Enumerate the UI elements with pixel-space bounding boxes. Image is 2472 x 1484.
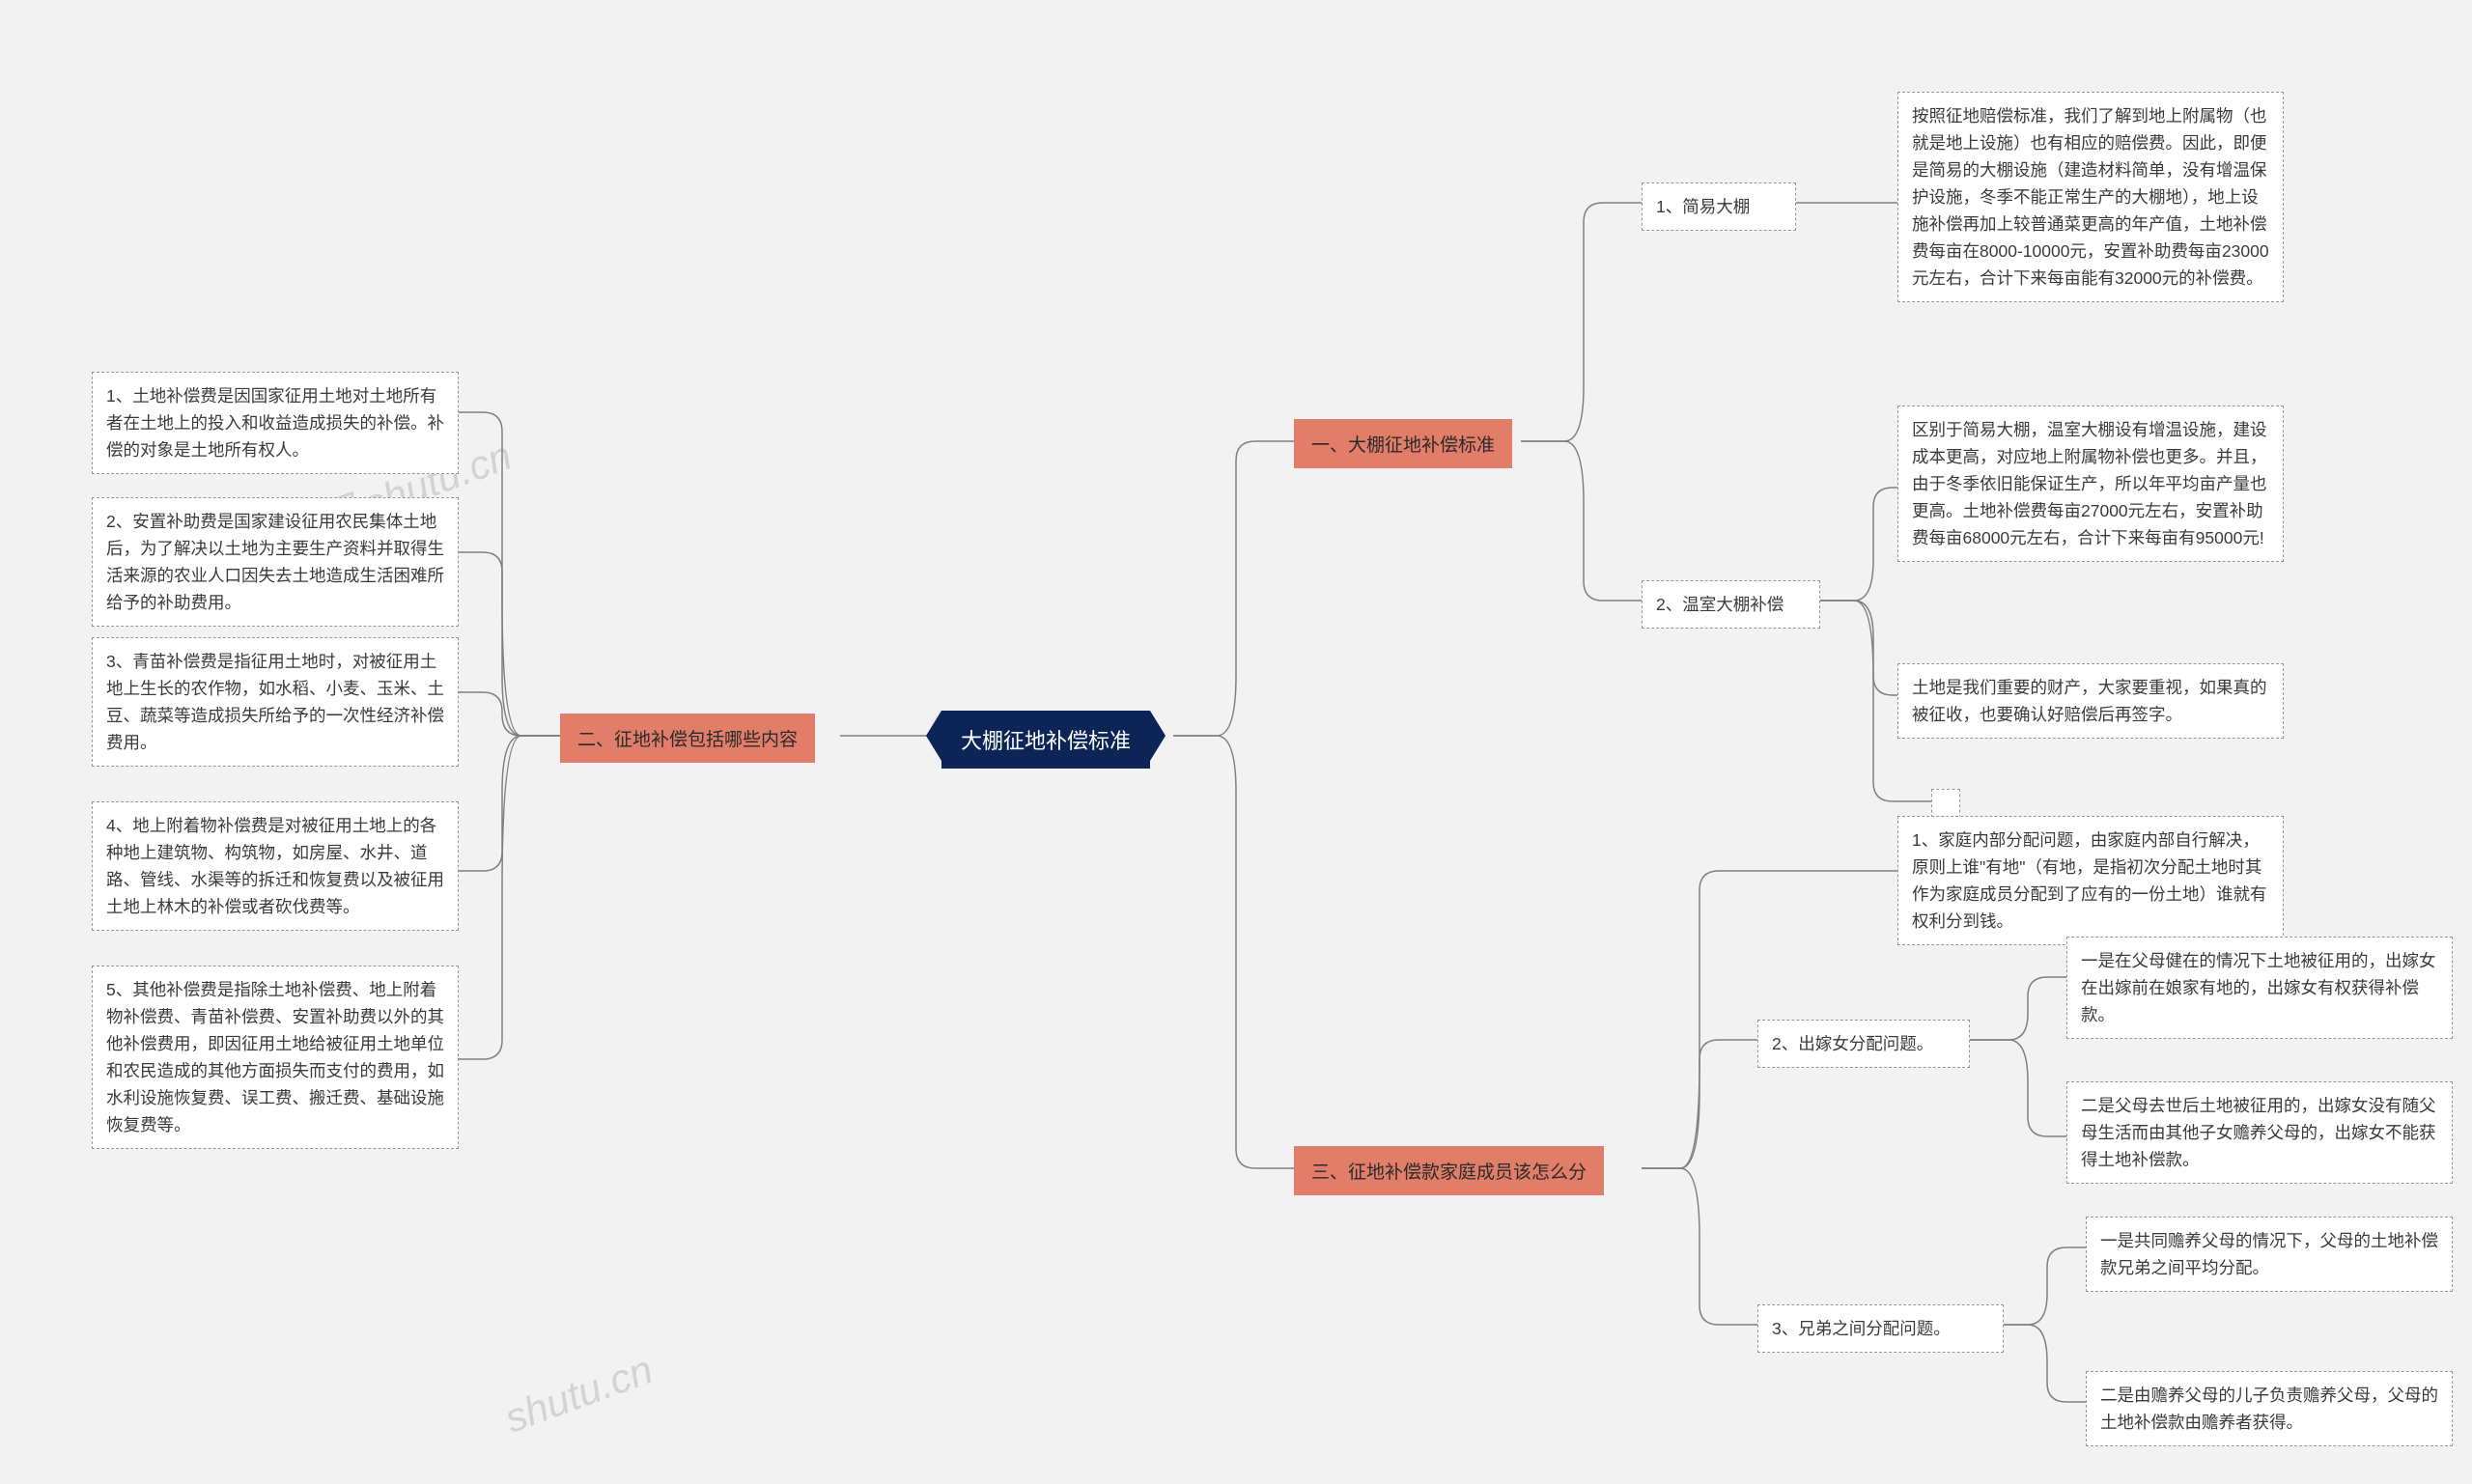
branch-1-sub-2-leaf-2: 土地是我们重要的财产，大家要重视，如果真的被征收，也要确认好赔偿后再签字。 (1897, 663, 2284, 739)
branch-2-leaf-1: 1、土地补偿费是因国家征用土地对土地所有者在土地上的投入和收益造成损失的补偿。补… (92, 372, 459, 474)
branch-2-leaf-4: 4、地上附着物补偿费是对被征用土地上的各种地上建筑物、构筑物，如房屋、水井、道路… (92, 801, 459, 931)
branch-2-leaf-3: 3、青苗补偿费是指征用土地时，对被征用土地上生长的农作物，如水稻、小麦、玉米、土… (92, 637, 459, 767)
branch-3: 三、征地补偿款家庭成员该怎么分 (1294, 1146, 1604, 1195)
branch-2-leaf-5: 5、其他补偿费是指除土地补偿费、地上附着物补偿费、青苗补偿费、安置补助费以外的其… (92, 966, 459, 1149)
branch-2: 二、征地补偿包括哪些内容 (560, 714, 815, 763)
branch-3-sub-3-leaf-1: 一是共同赡养父母的情况下，父母的土地补偿款兄弟之间平均分配。 (2086, 1217, 2453, 1292)
branch-1-sub-1-leaf-1: 按照征地赔偿标准，我们了解到地上附属物（也就是地上设施）也有相应的赔偿费。因此，… (1897, 92, 2284, 302)
branch-1-sub-2-leaf-1: 区别于简易大棚，温室大棚设有增温设施，建设成本更高，对应地上附属物补偿也更多。并… (1897, 406, 2284, 562)
branch-3-sub-2: 2、出嫁女分配问题。 (1757, 1020, 1970, 1068)
branch-2-leaf-2: 2、安置补助费是国家建设征用农民集体土地后，为了解决以土地为主要生产资料并取得生… (92, 497, 459, 627)
branch-3-sub-2-leaf-1: 一是在父母健在的情况下土地被征用的，出嫁女在出嫁前在娘家有地的，出嫁女有权获得补… (2066, 937, 2453, 1039)
branch-3-sub-3-leaf-2: 二是由赡养父母的儿子负责赡养父母，父母的土地补偿款由赡养者获得。 (2086, 1371, 2453, 1446)
branch-3-sub-3: 3、兄弟之间分配问题。 (1757, 1304, 2004, 1353)
branch-3-leaf-1: 1、家庭内部分配问题，由家庭内部自行解决，原则上谁"有地"（有地，是指初次分配土… (1897, 816, 2284, 945)
root-node: 大棚征地补偿标准 (941, 711, 1150, 769)
branch-1-sub-2: 2、温室大棚补偿 (1642, 580, 1820, 629)
branch-1-sub-1: 1、简易大棚 (1642, 182, 1796, 231)
branch-1: 一、大棚征地补偿标准 (1294, 419, 1512, 468)
branch-3-sub-2-leaf-2: 二是父母去世后土地被征用的，出嫁女没有随父母生活而由其他子女赡养父母的，出嫁女不… (2066, 1081, 2453, 1184)
branch-1-sub-2-empty (1931, 789, 1960, 818)
